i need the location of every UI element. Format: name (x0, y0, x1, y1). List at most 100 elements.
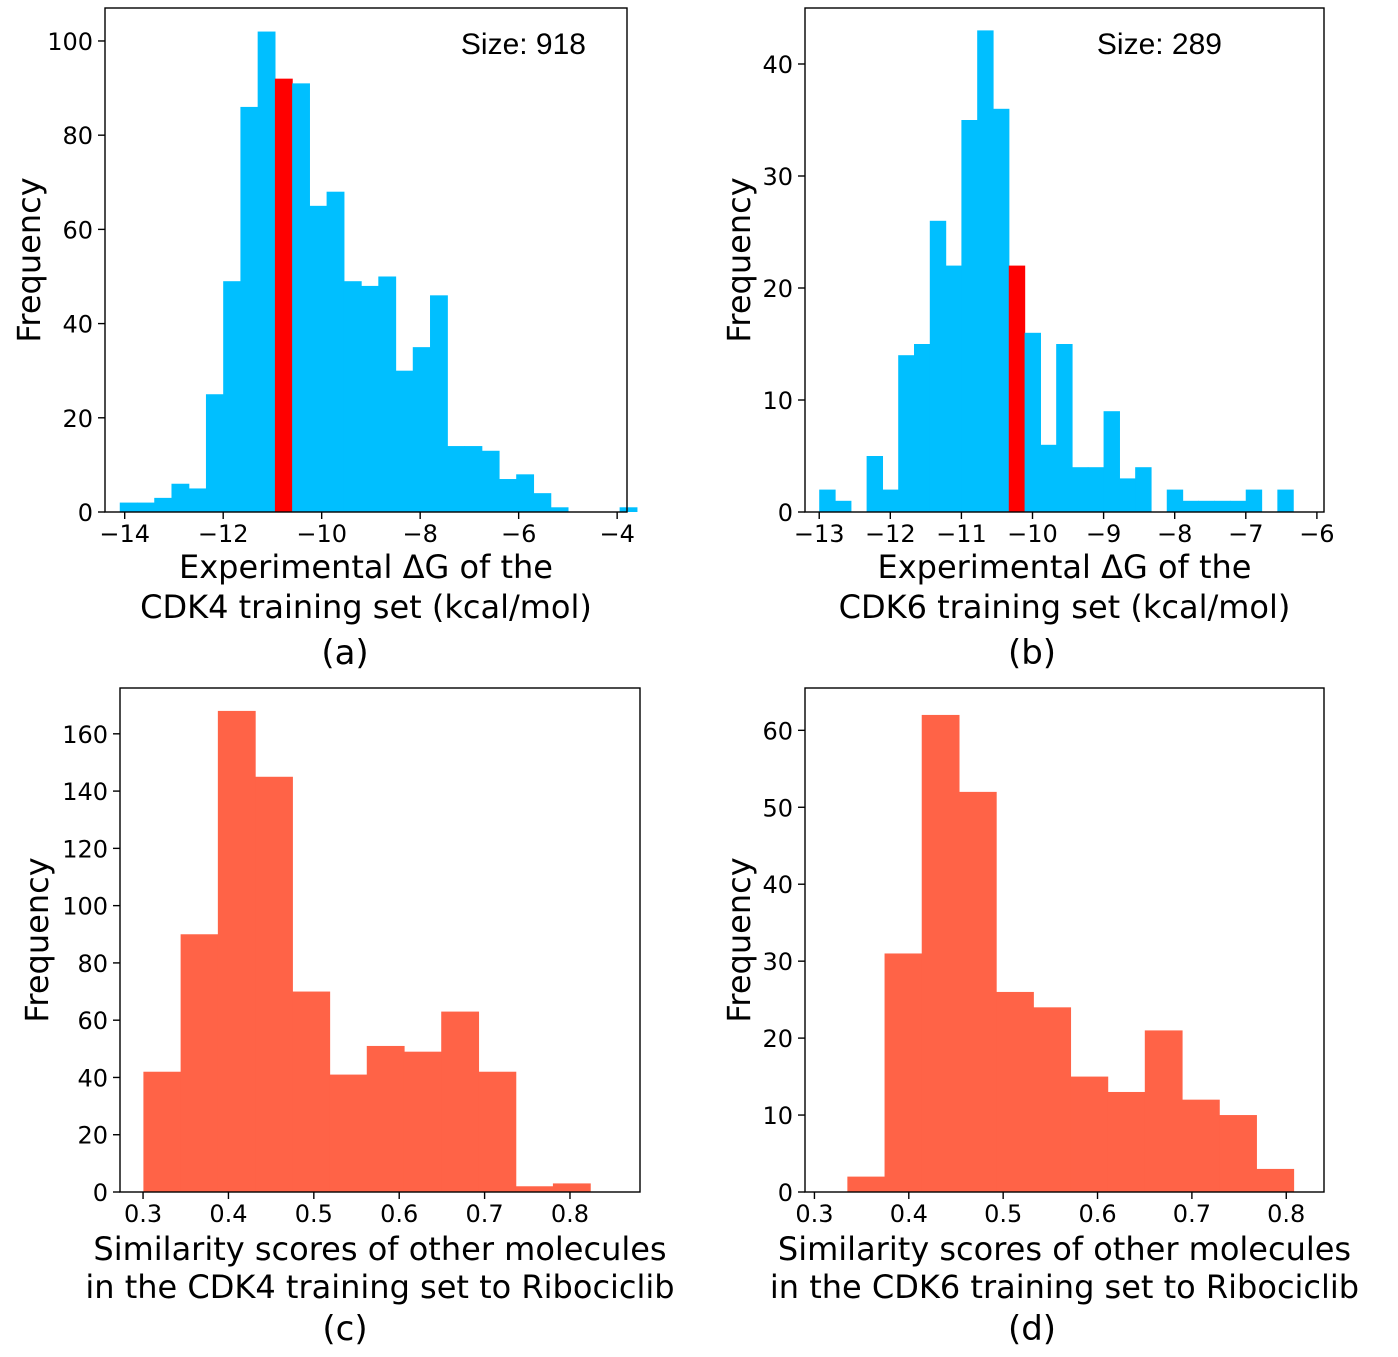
histogram-bar (1070, 1076, 1109, 1192)
x-axis-label-line1: Experimental ΔG of the (878, 548, 1252, 586)
histogram-bar (366, 1045, 405, 1192)
histogram-bar (1087, 467, 1105, 512)
x-tick-label: 0.7 (1173, 1200, 1211, 1228)
histogram-bar (552, 1183, 591, 1192)
histogram-bar (1181, 1099, 1220, 1192)
y-axis-label: Frequency (720, 177, 758, 342)
y-tick-label: 40 (62, 311, 93, 339)
histogram-bar (1144, 1030, 1183, 1192)
histogram-bar (329, 1074, 368, 1192)
x-tick-label: −10 (1007, 520, 1058, 548)
histogram-bar (361, 285, 379, 512)
histogram-bar (180, 934, 219, 1192)
x-axis-label-line2: CDK6 training set (kcal/mol) (839, 588, 1291, 626)
histogram-bar (1166, 489, 1184, 512)
histogram-bar (403, 1051, 442, 1192)
y-tick-label: 0 (778, 1179, 793, 1207)
y-tick-label: 100 (62, 893, 108, 921)
panel-caption: (a) (321, 633, 368, 673)
histogram-bar (958, 791, 997, 1192)
histogram-bar (1198, 500, 1215, 512)
x-tick-label: 0.4 (890, 1200, 928, 1228)
histogram-bar (223, 281, 242, 512)
histogram-bar (1256, 1168, 1295, 1192)
x-axis-label-line1: Similarity scores of other molecules (93, 1230, 666, 1268)
y-tick-label: 40 (762, 871, 793, 899)
histogram-bar (343, 281, 362, 512)
histogram-bar (1229, 500, 1247, 512)
histogram-bar (1214, 500, 1231, 512)
histogram-bar (1103, 411, 1120, 512)
x-tick-label: −13 (794, 520, 845, 548)
x-tick-label: 0.4 (209, 1200, 247, 1228)
histogram-bar (257, 31, 276, 513)
histogram-bar (619, 507, 638, 512)
histogram-bar (1182, 500, 1199, 512)
y-tick-label: 20 (762, 275, 793, 303)
histogram-bar (819, 489, 836, 512)
x-tick-label: −4 (599, 520, 634, 548)
panel-caption: (b) (1008, 633, 1056, 673)
histogram-bar (478, 1071, 517, 1192)
histogram-bar (929, 220, 947, 513)
x-tick-label: −10 (296, 520, 347, 548)
y-tick-label: 60 (62, 216, 93, 244)
x-tick-label: −8 (402, 520, 437, 548)
histogram-bar (498, 479, 517, 512)
histogram-bar (205, 394, 224, 512)
x-tick-label: −12 (198, 520, 249, 548)
y-tick-label: 80 (77, 950, 108, 978)
y-tick-label: 40 (762, 51, 793, 79)
x-tick-label: 0.5 (984, 1200, 1022, 1228)
histogram-bar (255, 776, 293, 1192)
histogram-bar (1033, 1007, 1072, 1192)
y-tick-label: 20 (77, 1122, 108, 1150)
plot-frame (104, 7, 628, 513)
histogram-bar (914, 344, 931, 512)
y-tick-label: 40 (77, 1064, 108, 1092)
histogram-bar (1071, 467, 1089, 512)
histogram-bar (835, 500, 852, 512)
y-tick-label: 60 (77, 1007, 108, 1035)
histogram-bar (292, 83, 310, 513)
x-tick-label: 0.5 (295, 1200, 333, 1228)
histogram-panel-d: 0.3 0.4 0.5 0.6 0.7 0.8 0 10 20 30 40 50 60 Frequency… (720, 687, 1359, 1349)
histogram-panel-a: −14 −12 −10 −8 −6 −4 0 20 40 60 80 100 Frequency Expe… (10, 7, 638, 673)
histogram-bar (326, 191, 345, 512)
histogram-bar (447, 446, 466, 512)
y-tick-label: 50 (762, 794, 793, 822)
x-tick-label: 0.8 (1267, 1200, 1305, 1228)
y-tick-label: 10 (762, 387, 793, 415)
plot-frame (804, 7, 1325, 513)
highlight-bar (274, 78, 293, 513)
x-tick-label: −7 (1228, 520, 1263, 548)
y-tick-label: 0 (778, 499, 793, 527)
histogram-bar (992, 108, 1010, 513)
histogram-bar (154, 497, 173, 512)
histogram-bar (961, 120, 978, 512)
histogram-bar (866, 456, 884, 512)
histogram-bar (516, 474, 535, 512)
histogram-bar (847, 1176, 886, 1192)
x-tick-label: 0.7 (466, 1200, 504, 1228)
histogram-bar (996, 991, 1034, 1192)
y-tick-label: 100 (47, 28, 93, 56)
y-tick-label: 0 (93, 1179, 108, 1207)
histogram-bar (430, 295, 448, 512)
panel-caption: (c) (322, 1309, 367, 1349)
histogram-bar (882, 489, 899, 512)
histogram-bar (1107, 1091, 1146, 1192)
histogram-bar (378, 276, 397, 512)
panel-caption: (d) (1008, 1309, 1056, 1349)
histogram-bar (441, 1011, 480, 1192)
histogram-bar (309, 205, 328, 512)
x-tick-label: −6 (1299, 520, 1334, 548)
histogram-bar (921, 714, 960, 1192)
histogram-bar (171, 483, 190, 512)
y-tick-label: 30 (762, 163, 793, 191)
size-annotation: Size: 289 (1097, 28, 1222, 61)
histogram-bar (1219, 1115, 1257, 1192)
x-axis-label-line2: CDK4 training set (kcal/mol) (140, 588, 592, 626)
x-tick-label: −6 (501, 520, 536, 548)
